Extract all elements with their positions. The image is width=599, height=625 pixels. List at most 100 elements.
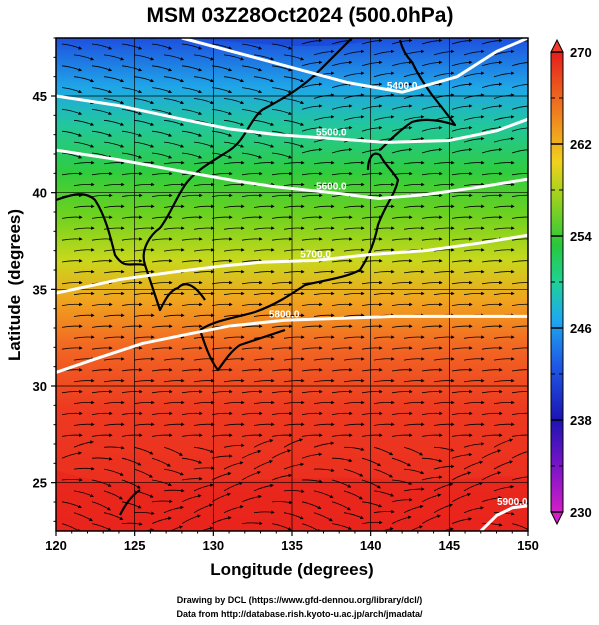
- wind-arrow: [283, 160, 305, 165]
- wind-arrow: [361, 457, 382, 467]
- wind-arrow: [133, 357, 155, 361]
- wind-arrow: [421, 125, 443, 132]
- wind-arrow: [253, 291, 275, 296]
- wind-arrow: [133, 422, 155, 427]
- wind-arrow: [61, 280, 83, 285]
- wind-arrow: [133, 269, 155, 274]
- wind-arrow: [163, 226, 185, 230]
- x-tick-label: 135: [281, 538, 303, 553]
- coast-mainland: [56, 38, 353, 267]
- wind-arrow: [91, 411, 113, 416]
- wind-arrow: [463, 335, 485, 339]
- wind-arrow: [421, 493, 442, 503]
- wind-arrow: [151, 346, 173, 350]
- wind-arrow: [313, 422, 335, 427]
- wind-arrow: [331, 346, 353, 350]
- wind-arrow: [151, 367, 173, 372]
- wind-arrow: [181, 65, 203, 72]
- contour-line: [55, 233, 529, 295]
- wind-arrow: [331, 389, 353, 394]
- wind-arrow: [331, 215, 353, 219]
- wind-arrow: [463, 506, 485, 514]
- wind-arrow: [271, 109, 293, 115]
- wind-arrow: [61, 433, 83, 437]
- wind-arrow: [223, 335, 245, 339]
- wind-arrow: [271, 215, 293, 219]
- wind-arrow: [103, 182, 125, 187]
- wind-arrow: [463, 49, 485, 56]
- wind-arrow: [73, 512, 93, 522]
- wind-arrow: [313, 71, 335, 78]
- wind-arrow: [283, 119, 305, 126]
- wind-arrow: [373, 71, 395, 78]
- wind-arrow: [241, 449, 262, 459]
- wind-arrow: [181, 514, 201, 524]
- wind-arrow: [301, 433, 323, 437]
- wind-arrow: [493, 460, 514, 470]
- wind-arrow: [163, 313, 185, 318]
- wind-arrow: [181, 433, 203, 437]
- wind-arrow: [151, 433, 173, 437]
- wind-arrow: [241, 237, 263, 241]
- wind-arrow: [73, 248, 95, 252]
- wind-arrow: [61, 302, 83, 307]
- wind-arrow: [451, 60, 473, 67]
- y-axis-label: Latitude (degrees): [5, 209, 24, 361]
- wind-arrow: [421, 324, 443, 328]
- wind-arrow: [481, 433, 503, 437]
- wind-arrow: [133, 313, 155, 318]
- wind-arrow: [133, 76, 155, 83]
- wind-arrow: [493, 160, 515, 165]
- wind-arrow: [143, 528, 155, 531]
- wind-arrow: [403, 335, 425, 339]
- wind-arrow: [463, 115, 485, 121]
- wind-arrow: [433, 378, 455, 383]
- wind-arrow: [73, 400, 95, 405]
- wind-arrow: [253, 422, 275, 427]
- wind-arrow: [224, 533, 244, 534]
- wind-arrow: [91, 302, 113, 307]
- y-tick-label: 30: [33, 379, 47, 394]
- wind-arrow: [271, 523, 292, 531]
- wind-arrow: [163, 505, 184, 514]
- wind-arrow: [343, 490, 363, 500]
- wind-arrow: [301, 324, 323, 328]
- wind-arrow: [391, 324, 413, 328]
- wind-arrow: [151, 87, 173, 94]
- credit-data-source: Data from http://database.rish.kyoto-u.a…: [176, 609, 423, 619]
- wind-arrow: [271, 302, 293, 307]
- wind-arrow: [223, 400, 245, 405]
- wind-arrow: [301, 501, 322, 509]
- wind-arrow: [391, 515, 412, 524]
- wind-arrow: [301, 389, 323, 394]
- wind-arrow: [193, 226, 215, 230]
- wind-arrow: [181, 237, 203, 241]
- wind-arrow: [91, 433, 113, 437]
- wind-arrow: [511, 303, 528, 306]
- contour-label: 5500.0: [316, 128, 347, 139]
- wind-arrow: [253, 483, 274, 492]
- wind-arrow: [121, 152, 143, 159]
- wind-arrow: [403, 160, 425, 165]
- wind-arrow: [61, 346, 83, 350]
- wind-arrow: [391, 280, 413, 285]
- wind-arrow: [463, 226, 485, 230]
- x-tick-label: 125: [124, 538, 146, 553]
- wind-arrow: [343, 226, 365, 230]
- wind-arrow: [301, 367, 323, 372]
- wind-arrow: [511, 476, 528, 481]
- wind-arrow: [403, 269, 425, 274]
- wind-arrow: [421, 147, 443, 154]
- x-tick-label: 140: [360, 538, 382, 553]
- colorbar-extend-min: [550, 511, 564, 526]
- wind-arrow: [493, 357, 515, 361]
- wind-arrow: [121, 215, 143, 219]
- wind-arrow: [403, 378, 425, 383]
- coast-korea: [143, 264, 206, 312]
- wind-arrow: [313, 291, 335, 296]
- wind-arrow: [253, 313, 275, 318]
- wind-arrow: [313, 313, 335, 318]
- wind-arrow: [181, 152, 203, 159]
- wind-arrow: [151, 193, 173, 198]
- wind-arrow: [241, 346, 263, 350]
